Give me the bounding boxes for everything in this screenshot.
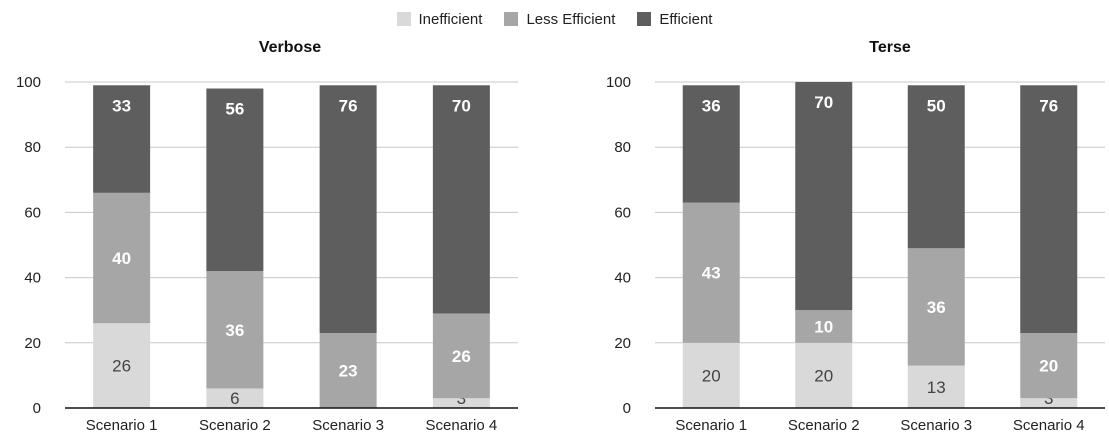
terse-bar-inefficient-scenario-4 <box>1020 398 1078 408</box>
verbose-y-tick-label: 20 <box>24 335 41 352</box>
terse-y-tick-label: 60 <box>614 204 631 221</box>
terse-data-label-less-efficient-scenario-2: 10 <box>814 318 833 337</box>
legend-label-less-efficient: Less Efficient <box>526 10 616 28</box>
terse-bar-less-efficient-scenario-2 <box>795 310 853 343</box>
terse-x-tick-label: Scenario 2 <box>788 417 860 434</box>
terse-data-label-inefficient-scenario-1: 20 <box>702 366 721 385</box>
legend-item-less-efficient: Less Efficient <box>504 11 615 28</box>
terse-bar-efficient-scenario-1 <box>682 85 740 203</box>
legend-item-efficient: Efficient <box>637 11 712 28</box>
verbose-bar-less-efficient-scenario-2 <box>206 271 264 389</box>
verbose-data-label-less-efficient-scenario-1: 40 <box>112 249 131 268</box>
terse-data-label-efficient-scenario-3: 50 <box>927 96 946 115</box>
legend-label-efficient: Efficient <box>659 10 713 28</box>
terse-y-tick-label: 0 <box>623 400 631 417</box>
verbose-data-label-less-efficient-scenario-3: 23 <box>339 362 358 381</box>
terse-x-tick-label: Scenario 1 <box>675 417 747 434</box>
verbose-y-tick-label: 40 <box>24 270 41 287</box>
verbose-bar-less-efficient-scenario-4 <box>432 313 490 399</box>
verbose-x-tick-label: Scenario 3 <box>312 417 384 434</box>
terse-bar-inefficient-scenario-1 <box>682 342 740 408</box>
legend-item-inefficient: Inefficient <box>396 10 483 28</box>
verbose-data-label-inefficient-scenario-4: 3 <box>457 389 466 408</box>
terse-bar-less-efficient-scenario-3 <box>907 248 965 366</box>
verbose-bar-efficient-scenario-1 <box>93 85 151 193</box>
terse-x-tick-label: Scenario 4 <box>1013 417 1085 434</box>
terse-bar-inefficient-scenario-3 <box>907 365 965 408</box>
terse-bar-efficient-scenario-4 <box>1020 85 1078 334</box>
verbose-bar-inefficient-scenario-2 <box>206 388 264 408</box>
verbose-y-tick-label: 80 <box>24 139 41 156</box>
terse-y-tick-label: 40 <box>614 270 631 287</box>
terse-data-label-less-efficient-scenario-3: 36 <box>927 298 946 317</box>
verbose-data-label-efficient-scenario-3: 76 <box>339 96 358 115</box>
verbose-bar-inefficient-scenario-1 <box>93 323 151 408</box>
verbose-x-tick-label: Scenario 2 <box>199 417 271 434</box>
terse-data-label-efficient-scenario-4: 76 <box>1039 96 1058 115</box>
verbose-x-tick-label: Scenario 1 <box>86 417 158 434</box>
terse-bar-less-efficient-scenario-1 <box>682 202 740 343</box>
verbose-bar-efficient-scenario-4 <box>432 85 490 314</box>
terse-data-label-less-efficient-scenario-4: 20 <box>1039 357 1058 376</box>
verbose-data-label-efficient-scenario-4: 70 <box>452 96 471 115</box>
verbose-bar-efficient-scenario-3 <box>319 85 377 334</box>
terse-data-label-efficient-scenario-2: 70 <box>814 93 833 112</box>
legend-swatch-efficient <box>637 12 652 26</box>
terse-bar-efficient-scenario-2 <box>795 82 853 311</box>
verbose-data-label-less-efficient-scenario-4: 26 <box>452 347 471 366</box>
legend-label-inefficient: Inefficient <box>418 10 483 28</box>
verbose-data-label-inefficient-scenario-1: 26 <box>112 357 131 376</box>
terse-bar-inefficient-scenario-2 <box>795 342 853 408</box>
terse-data-label-inefficient-scenario-4: 3 <box>1044 389 1053 408</box>
legend: Inefficient Less Efficient Efficient <box>0 8 1109 30</box>
verbose-x-tick-label: Scenario 4 <box>426 417 498 434</box>
verbose-data-label-efficient-scenario-2: 56 <box>225 100 244 119</box>
terse-data-label-inefficient-scenario-3: 13 <box>927 378 946 397</box>
verbose-y-tick-label: 100 <box>16 74 41 91</box>
legend-swatch-inefficient <box>396 12 411 26</box>
verbose-bar-efficient-scenario-2 <box>206 88 264 272</box>
terse-chart-title: Terse <box>869 39 911 56</box>
terse-y-tick-label: 100 <box>606 74 631 91</box>
verbose-bar-less-efficient-scenario-3 <box>319 333 377 408</box>
terse-y-tick-label: 20 <box>614 335 631 352</box>
verbose-data-label-efficient-scenario-1: 33 <box>112 96 131 115</box>
terse-x-tick-label: Scenario 3 <box>900 417 972 434</box>
verbose-bar-less-efficient-scenario-1 <box>93 192 151 324</box>
verbose-chart-title: Verbose <box>259 39 321 56</box>
terse-data-label-inefficient-scenario-2: 20 <box>814 366 833 385</box>
terse-bar-efficient-scenario-3 <box>907 85 965 249</box>
terse-bar-less-efficient-scenario-4 <box>1020 333 1078 399</box>
terse-y-tick-label: 80 <box>614 139 631 156</box>
verbose-y-tick-label: 0 <box>33 400 41 417</box>
terse-data-label-less-efficient-scenario-1: 43 <box>702 264 721 283</box>
verbose-y-tick-label: 60 <box>24 204 41 221</box>
legend-swatch-less-efficient <box>504 12 519 26</box>
verbose-data-label-inefficient-scenario-2: 6 <box>230 389 239 408</box>
terse-data-label-efficient-scenario-1: 36 <box>702 96 721 115</box>
verbose-bar-inefficient-scenario-4 <box>432 398 490 408</box>
verbose-data-label-less-efficient-scenario-2: 36 <box>225 321 244 340</box>
